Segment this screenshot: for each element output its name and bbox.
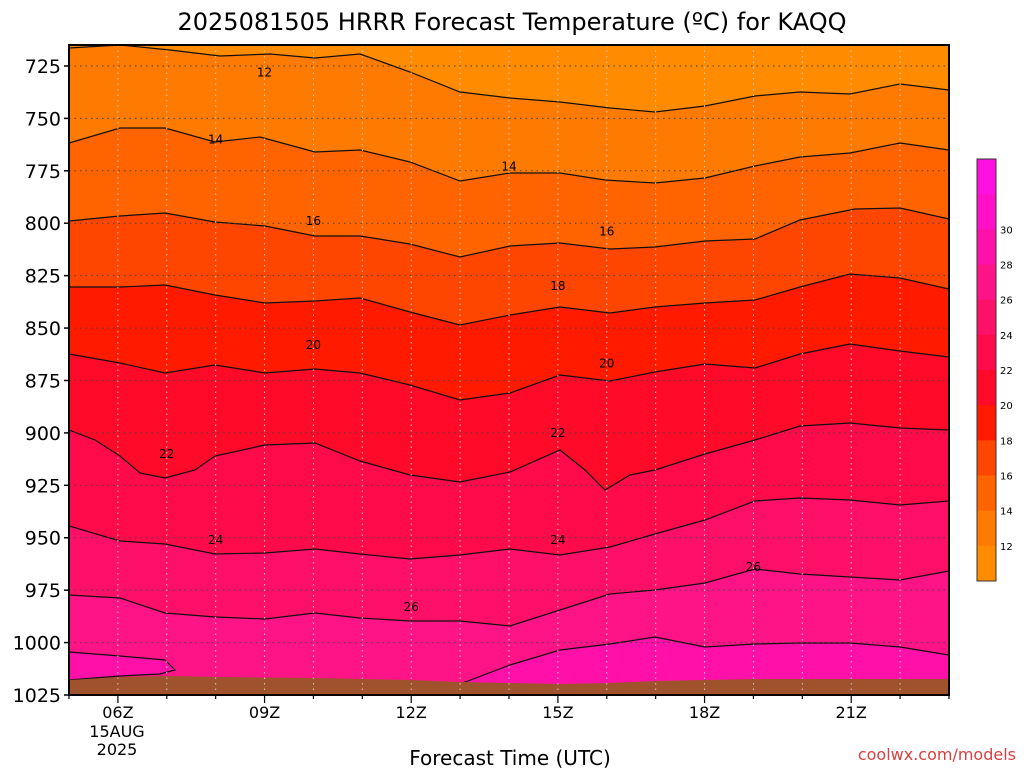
- contour-label: 26: [746, 560, 761, 574]
- y-tick-label: 875: [25, 370, 61, 392]
- x-axis: 06Z 09Z 12Z 15Z 18Z 21Z: [68, 695, 950, 722]
- chart-title: 2025081505 HRRR Forecast Temperature (ºC…: [177, 8, 846, 36]
- y-axis: 725 750 775 800 825 850 875 900 925 950 975 1000 102…: [13, 56, 69, 707]
- x-tick-label: 21Z: [836, 703, 867, 722]
- x-tick-label: 12Z: [396, 703, 427, 722]
- contour-labels: 12 14 14 16 16 18 20 20 22 22 24 24 26 26: [159, 65, 761, 614]
- y-tick-label: 1000: [13, 633, 61, 655]
- colorbar-swatch: [977, 440, 996, 476]
- colorbar: 12 14 16 18 20 22 24 26 28 30: [976, 158, 1013, 582]
- colorbar-tick-label: 18: [1000, 436, 1013, 447]
- colorbar-swatch: [977, 405, 996, 441]
- contour-label: 16: [599, 225, 614, 239]
- contour-label: 20: [306, 338, 321, 352]
- colorbar-frame: [976, 158, 997, 582]
- x-axis-label: Forecast Time (UTC): [409, 746, 611, 768]
- colorbar-swatch: [977, 510, 996, 547]
- colorbar-swatch: [977, 475, 996, 512]
- y-tick-label: 725: [25, 56, 61, 78]
- contour-label: 24: [550, 533, 565, 547]
- contour-label: 24: [208, 533, 223, 547]
- x-tick-label: 18Z: [689, 703, 720, 722]
- y-tick-label: 800: [25, 213, 61, 235]
- colorbar-swatch: [977, 370, 996, 406]
- x-tick-label: 15Z: [542, 703, 573, 722]
- contour-lines: [69, 45, 949, 685]
- colorbar-swatch: [977, 545, 996, 582]
- plot-area: [69, 45, 949, 695]
- y-tick-label: 850: [25, 318, 61, 340]
- credit-text: coolwx.com/models: [858, 745, 1016, 764]
- date-label-year: 2025: [97, 740, 138, 759]
- date-label-day: 15AUG: [89, 722, 144, 741]
- colorbar-swatch: [977, 264, 996, 301]
- contour-label: 20: [599, 357, 614, 371]
- colorbar-swatch: [977, 229, 996, 265]
- contour-label: 14: [501, 160, 516, 174]
- contour-label: 26: [404, 600, 419, 614]
- gridlines: [69, 45, 949, 695]
- contour-label: 22: [159, 447, 174, 461]
- colorbar-tick-label: 28: [1000, 261, 1013, 272]
- colorbar-tick-label: 24: [1000, 331, 1013, 342]
- y-tick-label: 950: [25, 528, 61, 550]
- x-tick-label: 06Z: [102, 703, 133, 722]
- colorbar-tick-label: 14: [1000, 507, 1013, 518]
- x-tick-label: 09Z: [249, 703, 280, 722]
- y-tick-label: 900: [25, 423, 61, 445]
- colorbar-swatch: [977, 334, 996, 371]
- colorbar-tick-label: 26: [1000, 296, 1013, 307]
- colorbar-tick-label: 20: [1000, 401, 1013, 412]
- contour-label: 14: [208, 132, 223, 146]
- contour-label: 18: [550, 279, 565, 293]
- colorbar-swatch: [977, 299, 996, 336]
- y-tick-label: 975: [25, 580, 61, 602]
- contour-label: 12: [257, 65, 272, 79]
- colorbar-swatch: [977, 159, 996, 195]
- contour-label: 16: [306, 214, 321, 228]
- colorbar-tick-label: 16: [1000, 472, 1013, 483]
- ground-surface: [69, 676, 949, 695]
- contour-label: 22: [550, 426, 565, 440]
- y-tick-label: 775: [25, 161, 61, 183]
- y-tick-label: 825: [25, 266, 61, 288]
- colorbar-tick-label: 30: [1000, 225, 1013, 236]
- colorbar-tick-label: 12: [1000, 542, 1013, 553]
- colorbar-tick-label: 22: [1000, 366, 1013, 377]
- y-tick-label: 925: [25, 475, 61, 497]
- colorbar-swatch: [977, 194, 996, 230]
- y-tick-label: 750: [25, 108, 61, 130]
- y-tick-label: 1025: [13, 685, 61, 707]
